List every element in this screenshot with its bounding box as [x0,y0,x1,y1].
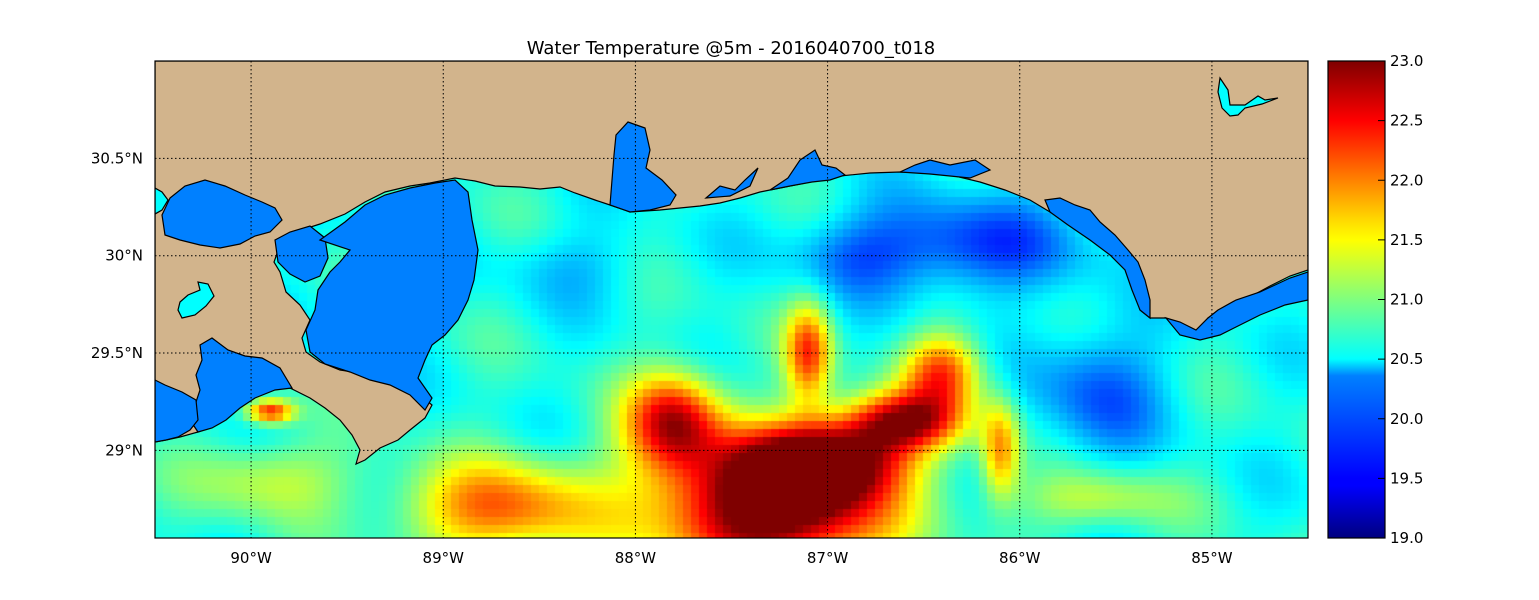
colorbar-tick-label: 19.0 [1390,529,1423,547]
lat-tick-label: 30.5°N [91,149,143,167]
lon-tick-label: 88°W [615,549,657,567]
colorbar-tick-label: 20.5 [1390,350,1423,368]
map-frame [154,60,1309,539]
louisiana-marsh-water [305,179,479,411]
lakes [155,76,1279,319]
lat-tick-label: 30°N [105,247,143,265]
lake-seminole [1217,76,1279,117]
terrebonne-water [155,379,199,443]
st-andrew-bay [1044,197,1151,320]
colorbar-tick-label: 20.0 [1390,410,1423,428]
colorbar-tick-label: 22.5 [1390,112,1423,130]
colorbar-tick-label: 22.0 [1390,171,1423,189]
mobile-bay [609,121,677,213]
colorbar-ticks: 23.0 22.5 22.0 21.5 21.0 20.5 20.0 19.5 19.0 [1378,52,1423,547]
map-area [155,61,1308,538]
lon-tick-label: 89°W [423,549,465,567]
longitude-axis: 90°W 89°W 88°W 87°W 86°W 85°W [230,549,1232,567]
choctawhatchee-bay [899,159,992,179]
colorbar-tick-label: 21.0 [1390,291,1423,309]
lon-tick-label: 85°W [1191,549,1233,567]
inland-water [155,121,1308,443]
colorbar [1327,60,1386,539]
lon-tick-label: 86°W [999,549,1041,567]
lon-tick-label: 90°W [230,549,272,567]
latitude-axis: 30.5°N 30°N 29.5°N 29°N [91,149,143,459]
map-title: Water Temperature @5m - 2016040700_t018 [527,38,936,59]
lat-tick-label: 29°N [105,441,143,459]
graticule [155,61,1308,538]
lake-borgne [274,225,329,283]
lon-tick-label: 87°W [807,549,849,567]
lake-maurepas [155,187,169,215]
colorbar-tick-label: 21.5 [1390,231,1423,249]
colorbar-tick-label: 23.0 [1390,52,1423,70]
lat-tick-label: 29.5°N [91,344,143,362]
barataria-bay [189,337,293,433]
pensacola-bay [769,149,847,191]
lake-pontchartrain [161,179,283,249]
colorbar-tick-label: 19.5 [1390,469,1423,487]
apalachicola-bay [1164,271,1308,341]
small-bay-west [704,167,759,199]
grand-lake [177,281,215,319]
